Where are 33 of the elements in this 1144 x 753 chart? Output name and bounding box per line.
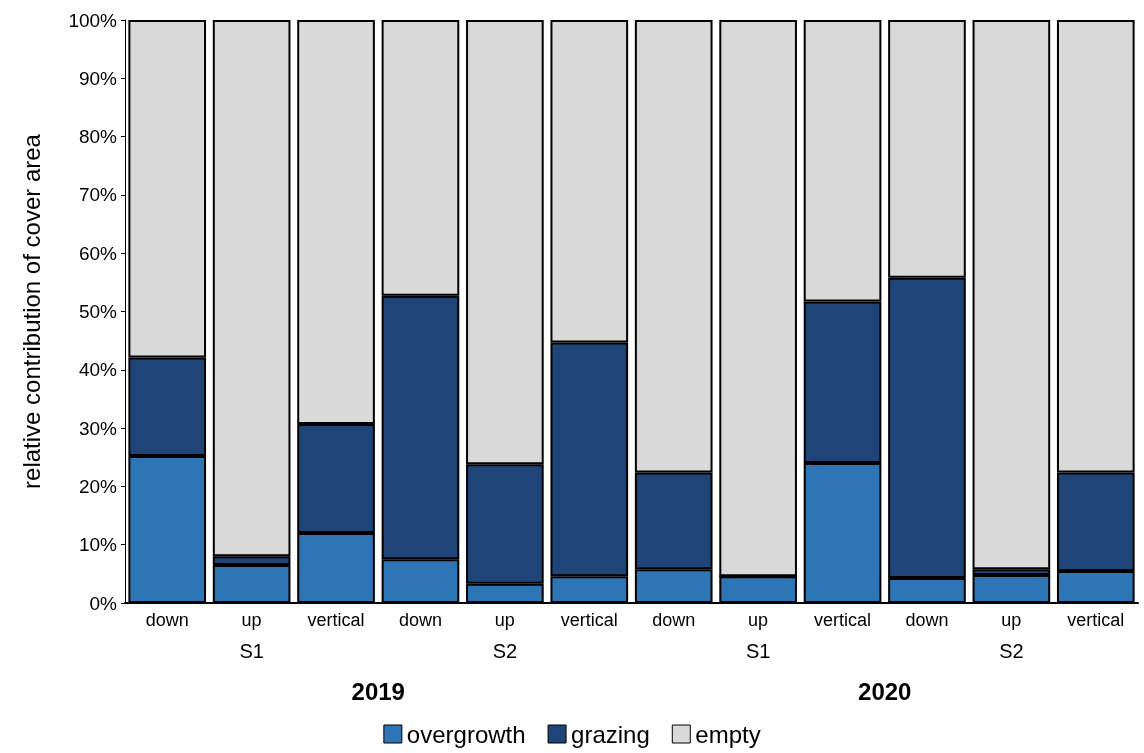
y-tick-label: 80% xyxy=(78,126,118,148)
y-tick-label: 10% xyxy=(78,534,118,556)
x-tick-label: up xyxy=(494,610,515,630)
text: S2 xyxy=(999,640,1024,662)
text: S1 xyxy=(745,640,771,662)
legend-label: grazing xyxy=(571,720,650,748)
legend-label: overgrowth xyxy=(406,720,526,748)
x-tick-label: vertical xyxy=(307,610,365,630)
y-tick-label: 20% xyxy=(78,475,118,497)
x-tick-label: up xyxy=(748,610,769,630)
y-tick-label: 60% xyxy=(78,242,118,264)
text: 2019 xyxy=(351,677,405,705)
y-tick-label: 90% xyxy=(78,67,118,89)
x-tick-label: up xyxy=(1001,610,1022,630)
x-tick-label: up xyxy=(241,610,262,630)
text: S2 xyxy=(492,640,518,662)
x-tick-label: down xyxy=(905,610,949,630)
y-axis-title: relative contribution of cover area xyxy=(17,133,45,489)
y-tick-label: 30% xyxy=(78,417,118,439)
y-tick-label: 70% xyxy=(78,184,118,206)
y-tick-label: 100% xyxy=(68,9,118,31)
x-tick-label: down xyxy=(652,610,696,630)
text: 2020 xyxy=(858,677,912,705)
text: S1 xyxy=(239,640,264,662)
x-tick-label: vertical xyxy=(814,610,872,630)
x-tick-label: vertical xyxy=(1067,610,1125,630)
x-tick-label: down xyxy=(145,610,189,630)
x-tick-label: vertical xyxy=(560,610,618,630)
y-tick-label: 40% xyxy=(78,359,118,381)
y-tick-label: 50% xyxy=(78,301,118,322)
x-tick-label: down xyxy=(398,610,442,630)
y-tick-label: 0% xyxy=(89,592,118,614)
legend-label: empty xyxy=(695,720,761,748)
